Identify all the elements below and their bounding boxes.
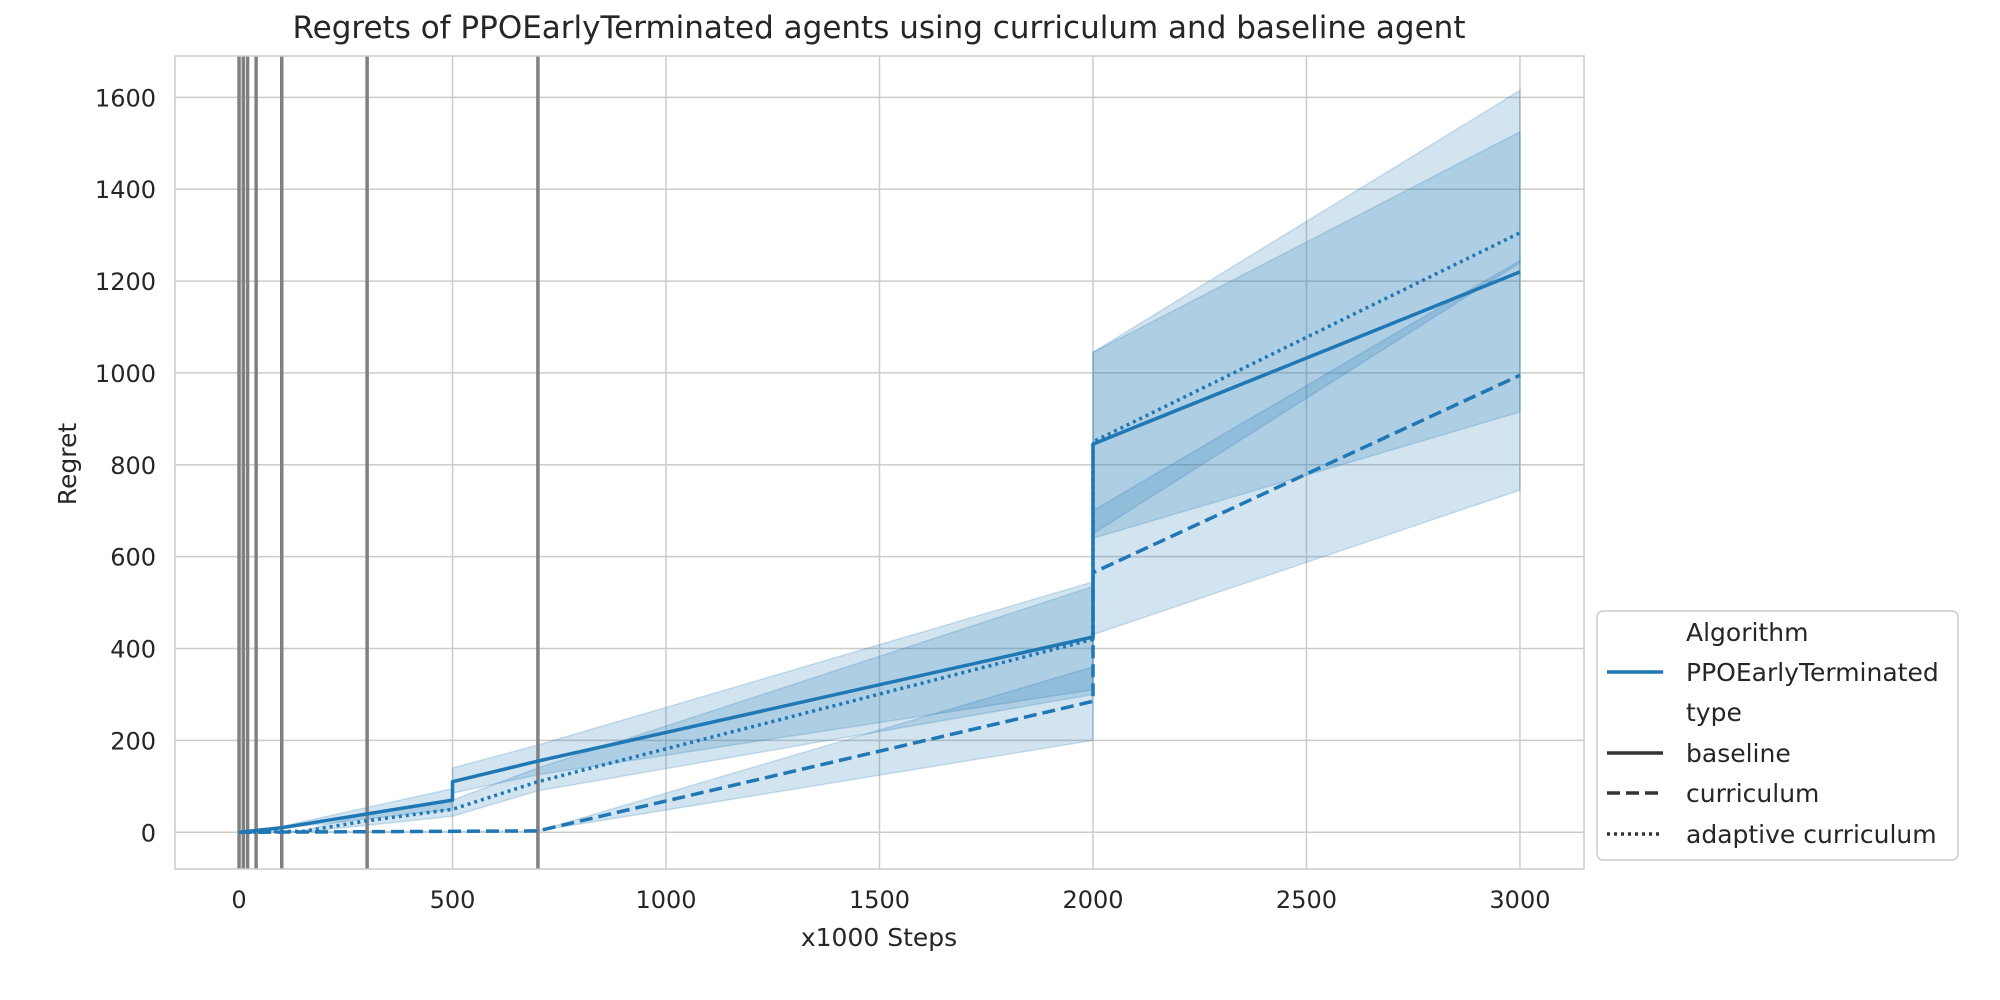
x-tick-label: 500	[430, 886, 476, 914]
x-tick-label: 2000	[1062, 886, 1123, 914]
vertical-markers	[237, 56, 540, 869]
grid	[175, 56, 1584, 869]
series-line-curriculum	[238, 373, 1521, 835]
x-tick-label: 2500	[1276, 886, 1337, 914]
y-tick-label: 1600	[95, 84, 156, 112]
chart-title: Regrets of PPOEarlyTerminated agents usi…	[293, 10, 1466, 46]
series-lines	[238, 231, 1521, 835]
y-tick-label: 200	[110, 727, 156, 755]
series-line-adaptive-curriculum	[238, 231, 1521, 835]
legend-entry-baseline: baseline	[1686, 739, 1791, 768]
legend: Algorithm PPOEarlyTerminated type baseli…	[1596, 610, 1959, 861]
x-tick-label: 3000	[1489, 886, 1550, 914]
legend-entry-adaptive: adaptive curriculum	[1686, 820, 1937, 849]
legend-box	[1596, 610, 1959, 861]
y-axis-label: Regret	[53, 423, 82, 506]
legend-entry-ppo: PPOEarlyTerminated	[1686, 658, 1939, 687]
y-tick-label: 400	[110, 636, 156, 664]
y-tick-label: 1000	[95, 360, 156, 388]
x-tick-labels: 0 500 1000 1500 2000 2500 3000	[231, 886, 1550, 914]
plot-frame	[174, 55, 1585, 870]
y-tick-label: 600	[110, 544, 156, 572]
y-tick-label: 0	[141, 819, 156, 847]
y-tick-label: 800	[110, 452, 156, 480]
legend-entry-curriculum: curriculum	[1686, 779, 1819, 808]
y-tick-label: 1400	[95, 176, 156, 204]
x-tick-label: 1500	[849, 886, 910, 914]
x-axis-label: x1000 Steps	[801, 923, 957, 952]
y-tick-labels: 0 200 400 600 800 1000 1200 1400 1600	[95, 84, 156, 847]
x-tick-label: 0	[231, 886, 246, 914]
x-tick-label: 1000	[635, 886, 696, 914]
legend-header-algorithm: Algorithm	[1686, 618, 1808, 647]
y-tick-label: 1200	[95, 268, 156, 296]
legend-header-type: type	[1686, 698, 1742, 727]
